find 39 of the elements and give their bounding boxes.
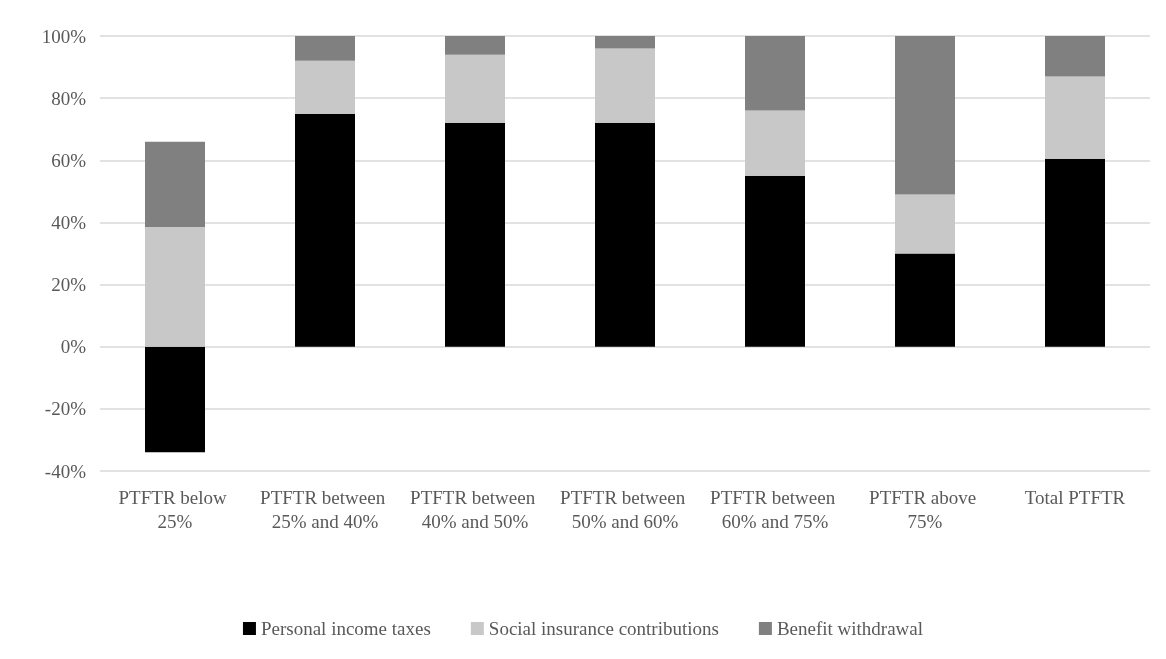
x-tick-label: PTFTR between 25% and 40% — [260, 486, 390, 532]
bar — [745, 175, 805, 347]
legend-label: Social insurance contributions — [488, 618, 719, 639]
y-tick-label: 40% — [51, 211, 87, 233]
bar — [745, 110, 805, 176]
y-tick-label: 20% — [51, 274, 87, 296]
bar — [595, 48, 655, 123]
legend-label: Personal income taxes — [260, 618, 431, 639]
bar — [895, 194, 955, 254]
bar — [145, 141, 205, 228]
bar — [445, 123, 505, 347]
bar — [445, 36, 505, 55]
bar — [295, 60, 355, 114]
bar — [295, 113, 355, 347]
x-tick-label: PTFTR between 60% and 75% — [710, 486, 840, 532]
bar — [145, 346, 205, 453]
legend-label: Benefit withdrawal — [776, 618, 924, 639]
y-tick-label: -20% — [44, 398, 87, 420]
x-tick-label: PTFTR between 50% and 60% — [560, 486, 690, 532]
bar — [1045, 158, 1105, 347]
bar — [295, 36, 355, 61]
y-tick-label: 0% — [60, 336, 87, 358]
y-tick-label: 60% — [51, 149, 87, 171]
bar — [595, 36, 655, 49]
x-tick-label: PTFTR above 75% — [869, 486, 981, 532]
y-tick-label: 100% — [41, 25, 87, 47]
bar — [895, 36, 955, 195]
y-tick-label: 80% — [51, 87, 87, 109]
bar — [1045, 76, 1105, 159]
bar — [745, 36, 805, 111]
bar — [595, 123, 655, 347]
bar — [895, 253, 955, 347]
x-tick-label: PTFTR between 40% and 50% — [410, 486, 540, 532]
y-tick-label: -40% — [44, 460, 87, 482]
bar — [445, 54, 505, 123]
bar — [1045, 36, 1105, 77]
x-tick-label: Total PTFTR — [1024, 486, 1126, 508]
bar — [145, 227, 205, 347]
x-tick-label: PTFTR below 25% — [118, 486, 232, 532]
